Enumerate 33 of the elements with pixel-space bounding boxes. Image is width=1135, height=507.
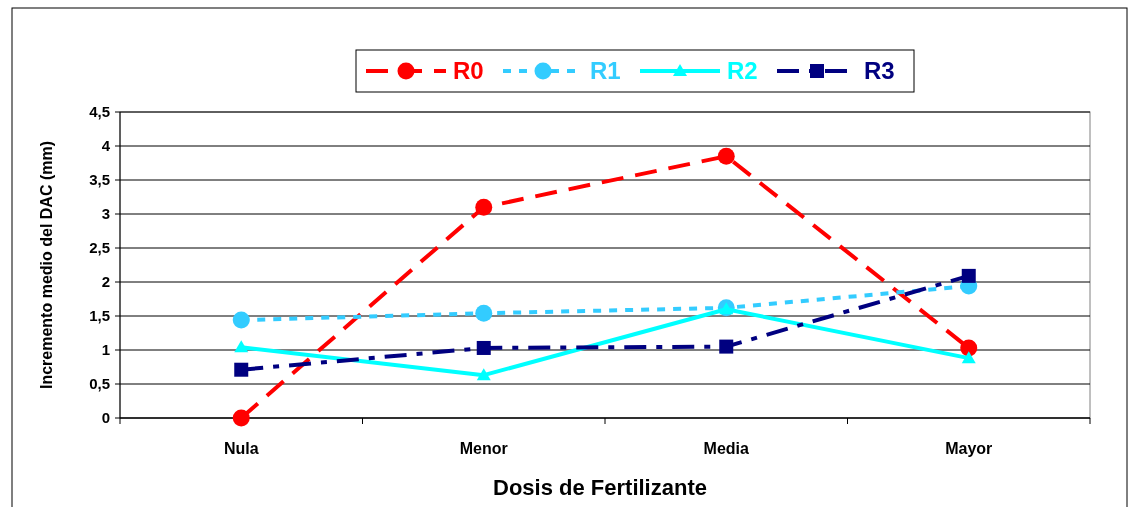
y-tick-label: 4 — [101, 137, 111, 155]
point — [234, 340, 249, 353]
point — [961, 268, 976, 283]
y-tick-label: 3 — [101, 205, 110, 223]
y-tick-label: 2,5 — [89, 239, 110, 257]
y-axis-title: Incremento medio del DAC (mm) — [38, 140, 55, 390]
legend-label: R1 — [590, 57, 621, 85]
x-tick-label: Media — [703, 440, 750, 457]
point — [960, 339, 978, 357]
point — [476, 340, 491, 355]
point — [475, 198, 493, 216]
y-tick-label: 0 — [101, 409, 110, 427]
point — [719, 339, 734, 354]
point — [234, 362, 249, 377]
y-tick-label: 3,5 — [89, 171, 110, 189]
legend-label: R2 — [727, 57, 758, 85]
point — [232, 409, 250, 427]
y-tick-label: 1 — [101, 341, 110, 359]
point — [475, 304, 493, 322]
x-tick-label: Menor — [459, 440, 508, 457]
y-tick-label: 1,5 — [89, 307, 110, 325]
x-axis-title: Dosis de Fertilizante — [493, 475, 707, 500]
x-tick-label: Mayor — [945, 440, 993, 457]
y-tick-label: 4,5 — [89, 103, 110, 121]
point — [717, 147, 735, 165]
x-tick-label: Nula — [223, 440, 259, 457]
point — [961, 351, 976, 364]
legend-label: R3 — [864, 57, 895, 85]
legend-label: R0 — [453, 57, 484, 85]
y-tick-label: 2 — [101, 273, 110, 291]
point — [476, 368, 491, 381]
point — [232, 311, 250, 329]
y-tick-label: 0,5 — [89, 375, 110, 393]
